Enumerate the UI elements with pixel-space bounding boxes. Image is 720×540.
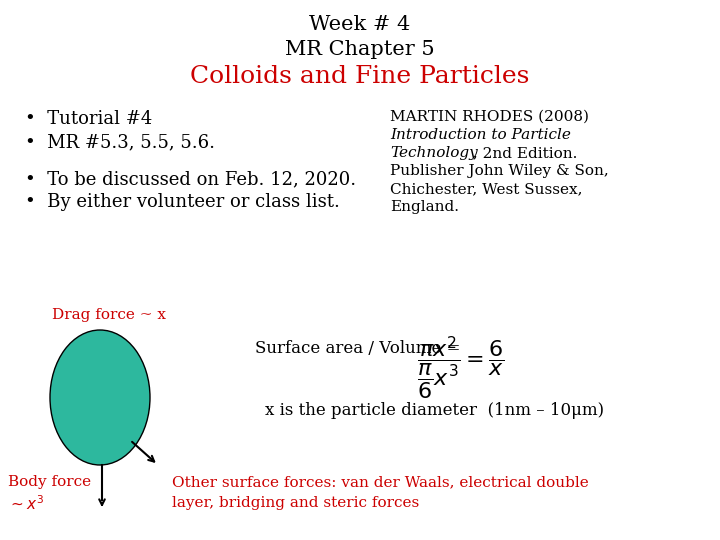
Text: Introduction to Particle: Introduction to Particle <box>390 128 571 142</box>
Text: •  Tutorial #4: • Tutorial #4 <box>25 110 152 128</box>
Text: layer, bridging and steric forces: layer, bridging and steric forces <box>172 496 419 510</box>
Text: MARTIN RHODES (2008): MARTIN RHODES (2008) <box>390 110 589 124</box>
Ellipse shape <box>50 330 150 465</box>
Text: Publisher John Wiley & Son,: Publisher John Wiley & Son, <box>390 164 608 178</box>
Text: Week # 4: Week # 4 <box>310 15 410 34</box>
Text: Chichester, West Sussex,: Chichester, West Sussex, <box>390 182 582 196</box>
Text: •  By either volunteer or class list.: • By either volunteer or class list. <box>25 193 340 211</box>
Text: Technology: Technology <box>390 146 478 160</box>
Text: Drag force ~ x: Drag force ~ x <box>52 308 166 322</box>
Text: Other surface forces: van der Waals, electrical double: Other surface forces: van der Waals, ele… <box>172 475 589 489</box>
Text: $\dfrac{\pi x^2}{\dfrac{\pi}{6}x^3} = \dfrac{6}{x}$: $\dfrac{\pi x^2}{\dfrac{\pi}{6}x^3} = \d… <box>417 335 505 402</box>
Text: Colloids and Fine Particles: Colloids and Fine Particles <box>190 65 530 88</box>
Text: England.: England. <box>390 200 459 214</box>
Text: $\sim x^3$: $\sim x^3$ <box>8 494 45 512</box>
Text: •  MR #5.3, 5.5, 5.6.: • MR #5.3, 5.5, 5.6. <box>25 133 215 151</box>
Text: •  To be discussed on Feb. 12, 2020.: • To be discussed on Feb. 12, 2020. <box>25 170 356 188</box>
Text: , 2nd Edition.: , 2nd Edition. <box>468 146 577 160</box>
Text: Surface area / Volume =: Surface area / Volume = <box>255 340 461 357</box>
Text: MR Chapter 5: MR Chapter 5 <box>285 40 435 59</box>
Text: x is the particle diameter  (1nm – 10μm): x is the particle diameter (1nm – 10μm) <box>265 402 604 419</box>
Text: Body force: Body force <box>8 475 91 489</box>
